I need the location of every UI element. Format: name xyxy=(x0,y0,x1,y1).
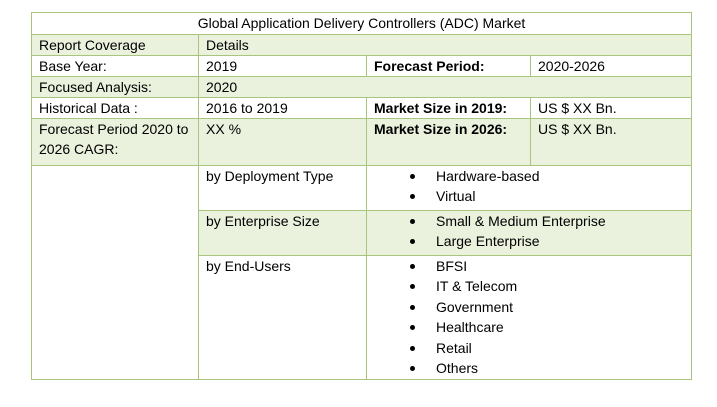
focused-analysis-value: 2020 xyxy=(198,76,692,98)
market-size-2026-value: US $ XX Bn. xyxy=(530,118,692,166)
list-item: Large Enterprise xyxy=(410,231,684,251)
segment-end-users-label: by End-Users xyxy=(198,255,367,380)
base-year-value: 2019 xyxy=(198,55,367,77)
market-size-2019-value: US $ XX Bn. xyxy=(530,97,692,119)
list-item: IT & Telecom xyxy=(410,276,684,296)
segment-deployment-items: Hardware-based Virtual xyxy=(366,165,692,211)
header-details: Details xyxy=(198,34,692,56)
cagr-label: Forecast Period 2020 to 2026 CAGR: xyxy=(31,118,199,166)
forecast-period-label: Forecast Period: xyxy=(366,55,531,77)
header-report-coverage: Report Coverage xyxy=(31,34,199,56)
table-title: Global Application Delivery Controllers … xyxy=(31,12,692,35)
segment-end-users-items: BFSI IT & Telecom Government Healthcare … xyxy=(366,255,692,380)
list-item: Government xyxy=(410,297,684,317)
report-table: Global Application Delivery Controllers … xyxy=(31,12,692,380)
segment-blank-cell xyxy=(31,165,199,380)
historical-data-value: 2016 to 2019 xyxy=(198,97,367,119)
list-item: Small & Medium Enterprise xyxy=(410,211,684,231)
segment-enterprise-label: by Enterprise Size xyxy=(198,210,367,256)
historical-data-label: Historical Data : xyxy=(31,97,199,119)
focused-analysis-label: Focused Analysis: xyxy=(31,76,199,98)
market-size-2026-label: Market Size in 2026: xyxy=(366,118,531,166)
list-item: BFSI xyxy=(410,256,684,276)
base-year-label: Base Year: xyxy=(31,55,199,77)
cagr-value: XX % xyxy=(198,118,367,166)
forecast-period-value: 2020-2026 xyxy=(530,55,692,77)
list-item: Virtual xyxy=(410,186,684,206)
segment-deployment-label: by Deployment Type xyxy=(198,165,367,211)
list-item: Healthcare xyxy=(410,317,684,337)
list-item: Others xyxy=(410,358,684,378)
market-size-2019-label: Market Size in 2019: xyxy=(366,97,531,119)
list-item: Hardware-based xyxy=(410,166,684,186)
list-item: Retail xyxy=(410,338,684,358)
segment-enterprise-items: Small & Medium Enterprise Large Enterpri… xyxy=(366,210,692,256)
